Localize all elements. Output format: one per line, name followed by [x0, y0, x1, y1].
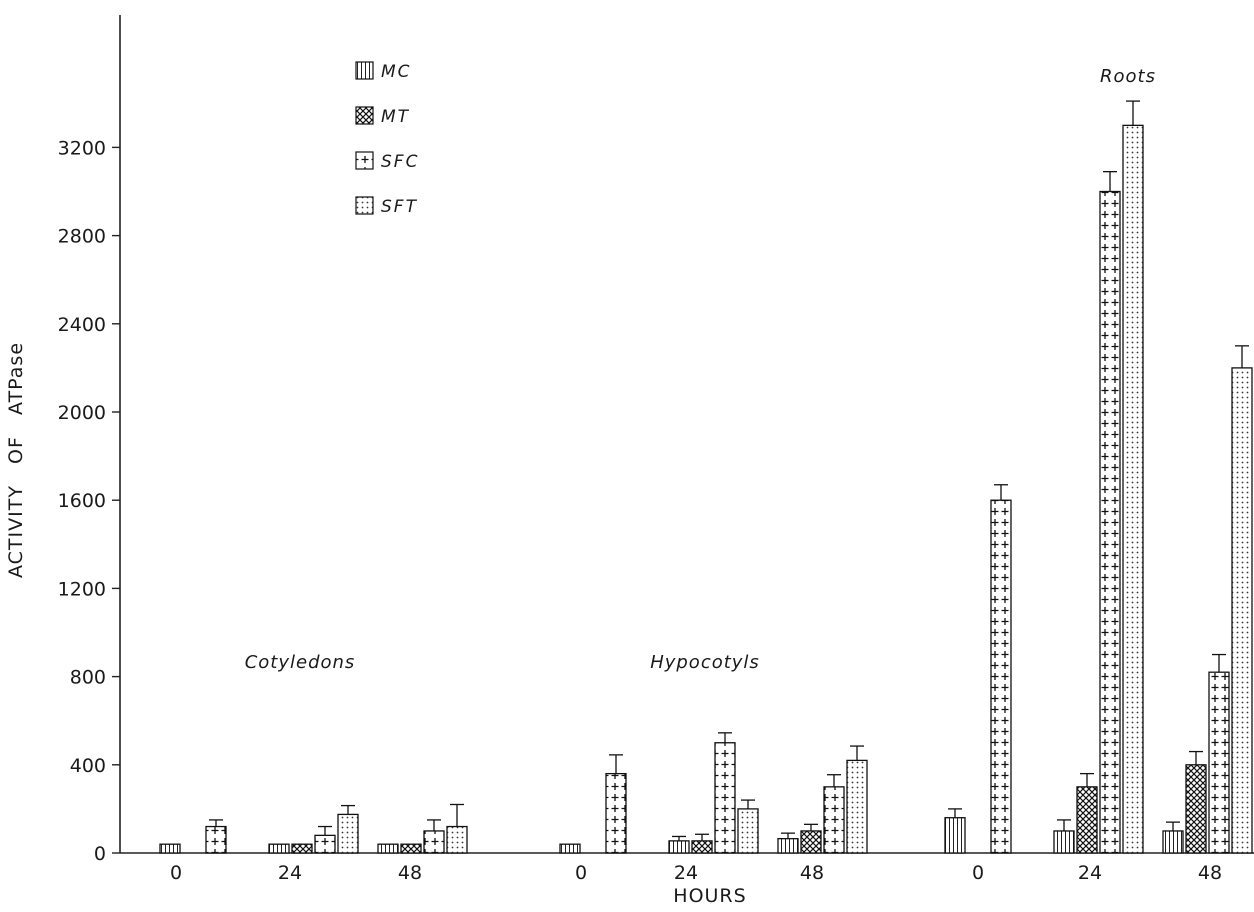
- legend-swatch-mt: [355, 106, 374, 125]
- x-ticks: 0 24 48 0 24 48 0 24 48: [170, 862, 1222, 884]
- bar-sft: [737, 808, 759, 854]
- bar-sft: [446, 825, 468, 854]
- bar-sfc: [714, 742, 736, 854]
- bar-mc: [668, 840, 690, 854]
- bar-sfc: [1208, 671, 1230, 854]
- bar-sft: [846, 759, 868, 854]
- bar-sfc: [1099, 190, 1121, 854]
- bar-sft: [337, 813, 359, 854]
- legend-swatch-sfc: [355, 151, 374, 170]
- y-tick-label: 1600: [58, 490, 106, 512]
- bar-mc: [159, 843, 181, 854]
- legend-swatch-sft: [355, 196, 374, 215]
- x-tick-label: 48: [398, 862, 422, 884]
- legend-label-mc: MC: [381, 62, 412, 82]
- bar-sft: [1122, 124, 1144, 854]
- bar-sfc: [314, 834, 336, 854]
- x-tick-label: 0: [972, 862, 984, 884]
- bar-sfc: [823, 786, 845, 854]
- y-tick-label: 2800: [58, 226, 106, 248]
- bar-sfc: [990, 499, 1012, 854]
- group-label-roots: Roots: [1100, 66, 1156, 87]
- y-tick-label: 0: [94, 843, 106, 865]
- y-axis-label: ACTIVITY OF ATPase: [5, 342, 27, 578]
- x-tick-label: 0: [575, 862, 587, 884]
- y-tick-label: 2000: [58, 402, 106, 424]
- x-tick-label: 24: [674, 862, 698, 884]
- x-tick-label: 0: [170, 862, 182, 884]
- legend-swatch-mc: [355, 61, 374, 80]
- legend-label-sfc: SFC: [381, 152, 419, 172]
- x-tick-label: 48: [1198, 862, 1222, 884]
- legend: MC MT SFC SFT: [355, 61, 419, 217]
- x-tick-label: 24: [278, 862, 302, 884]
- bar-mt: [691, 840, 713, 854]
- group-labels: Cotyledons Hypocotyls Roots: [245, 66, 1156, 673]
- bar-sfc: [605, 772, 627, 854]
- group-label-cotyledons: Cotyledons: [245, 652, 356, 673]
- y-tick-label: 800: [70, 667, 106, 689]
- bar-mt: [1185, 764, 1207, 854]
- bar-mt: [291, 843, 313, 854]
- bar-mc: [777, 838, 799, 854]
- y-tick-label: 1200: [58, 578, 106, 600]
- x-axis-label: HOURS: [673, 885, 746, 907]
- bars: [159, 100, 1253, 854]
- group-label-hypocotyls: Hypocotyls: [650, 652, 760, 673]
- bar-mc: [559, 843, 581, 854]
- bar-mc: [944, 817, 966, 854]
- x-tick-label: 24: [1078, 862, 1102, 884]
- y-tick-label: 2400: [58, 314, 106, 336]
- bar-mt: [800, 830, 822, 854]
- y-tick-label: 3200: [58, 137, 106, 159]
- axes: [119, 15, 1254, 854]
- bar-mc: [377, 843, 399, 854]
- bar-mc: [1053, 830, 1075, 854]
- y-tick-label: 400: [70, 755, 106, 777]
- bar-sfc: [423, 830, 445, 854]
- bar-mc: [1162, 830, 1184, 854]
- legend-label-sft: SFT: [381, 197, 418, 217]
- bar-mt: [1076, 786, 1098, 854]
- legend-label-mt: MT: [381, 107, 410, 127]
- bar-mt: [400, 843, 422, 854]
- bar-mc: [268, 843, 290, 854]
- x-tick-label: 48: [800, 862, 824, 884]
- bar-sfc: [205, 825, 227, 854]
- y-ticks: 0 400 800 1200 1600 2000 2400 2800 3200: [58, 137, 120, 865]
- bar-sft: [1231, 367, 1253, 854]
